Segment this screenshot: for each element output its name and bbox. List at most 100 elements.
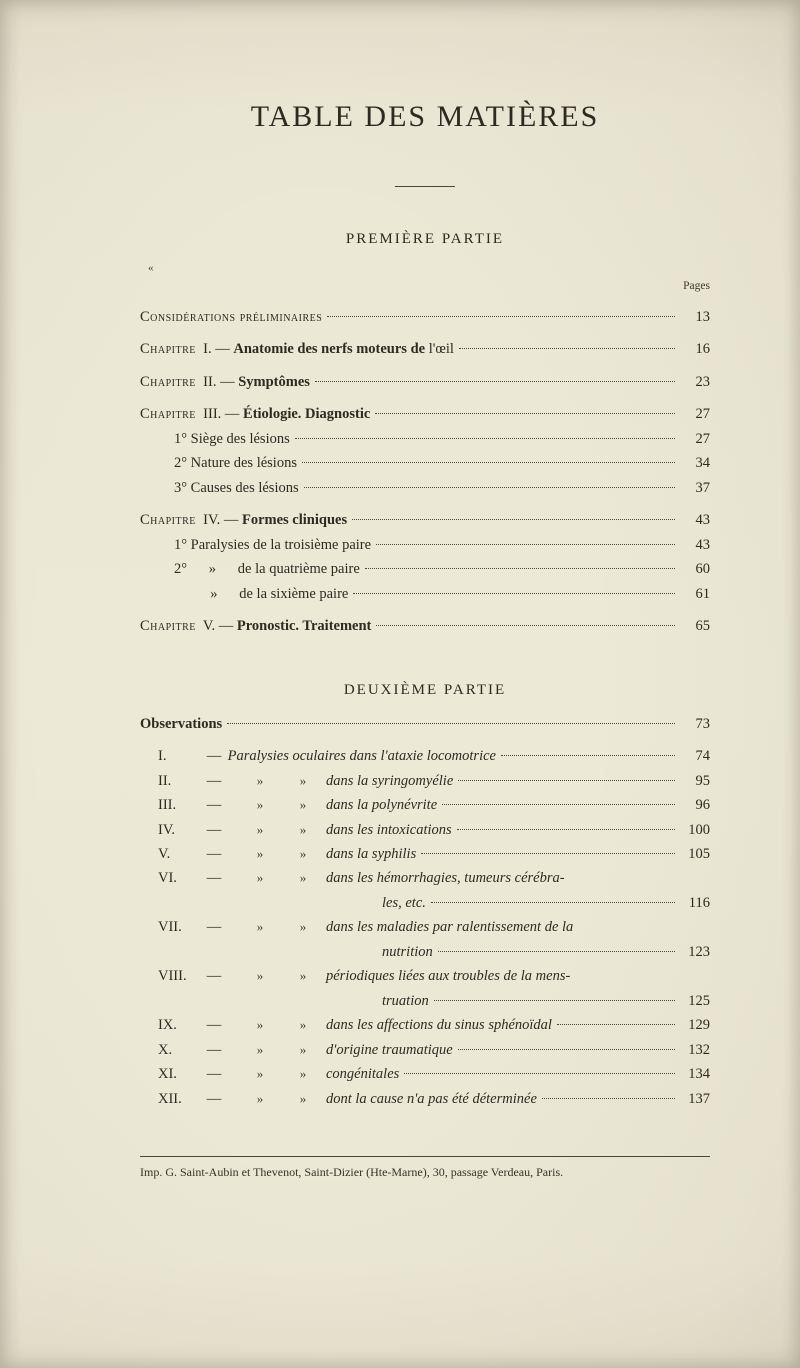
dash: — — [204, 843, 224, 865]
ditto-mark: » — [296, 771, 310, 791]
leaders — [315, 381, 675, 382]
toc-label: dans la polynévrite — [310, 794, 437, 816]
toc-label: Chapitre I. — Anatomie des nerfs moteurs… — [140, 338, 454, 360]
page-number: 37 — [680, 477, 710, 499]
toc-row: les, etc. 116 — [140, 892, 710, 914]
toc-row: Chapitre IV. — Formes cliniques43 — [140, 509, 710, 531]
section-mark: « — [148, 262, 710, 274]
leaders — [376, 625, 675, 626]
leaders — [501, 755, 675, 756]
ditto-mark: » — [224, 844, 296, 864]
toc-label: dans la syringomyélie — [310, 770, 453, 792]
page-number: 61 — [680, 583, 710, 605]
page-number: 134 — [680, 1063, 710, 1085]
page-number: 16 — [680, 338, 710, 360]
ditto-mark: » — [296, 1064, 310, 1084]
toc-row: IV.—»»dans les intoxications100 — [140, 819, 710, 841]
toc-row: II.—»»dans la syringomyélie95 — [140, 770, 710, 792]
pages-column-head: Pages — [140, 280, 710, 292]
toc-label: Chapitre III. — Étiologie. Diagnostic — [140, 403, 370, 425]
page-number: 65 — [680, 615, 710, 637]
toc-label: dans les intoxications — [310, 819, 452, 841]
page-number: 74 — [680, 745, 710, 767]
dash: — — [204, 1063, 224, 1085]
toc-label: Chapitre V. — Pronostic. Traitement — [140, 615, 371, 637]
toc-label: 2° » de la quatrième paire — [174, 558, 360, 580]
toc-label: dans la syphilis — [310, 843, 416, 865]
page-number: 23 — [680, 371, 710, 393]
page: TABLE DES MATIÈRES PREMIÈRE PARTIE « Pag… — [0, 0, 800, 1368]
toc-label: congénitales — [310, 1063, 399, 1085]
obs-roman: V. — [158, 843, 204, 865]
leaders — [438, 951, 675, 952]
obs-roman: III. — [158, 794, 204, 816]
ditto-mark: » — [296, 1040, 310, 1060]
ditto-mark: » — [296, 820, 310, 840]
toc-row: Chapitre II. — Symptômes23 — [140, 371, 710, 393]
part2-heading: DEUXIÈME PARTIE — [140, 682, 710, 699]
leaders — [459, 348, 675, 349]
ditto-mark: » — [224, 1064, 296, 1084]
toc-row: 1° Siège des lésions27 — [140, 428, 710, 450]
page-number: 96 — [680, 794, 710, 816]
leaders — [442, 804, 675, 805]
leaders — [295, 438, 675, 439]
toc-row: IX.—»»dans les affections du sinus sphén… — [140, 1014, 710, 1036]
leaders — [431, 902, 675, 903]
leaders — [352, 519, 675, 520]
toc-label: 1° Siège des lésions — [174, 428, 290, 450]
toc-row: Chapitre I. — Anatomie des nerfs moteurs… — [140, 338, 710, 360]
toc-row: nutrition123 — [140, 941, 710, 963]
leaders — [404, 1073, 675, 1074]
toc-row: XII.—»»dont la cause n'a pas été détermi… — [140, 1088, 710, 1110]
toc-label: dans les affections du sinus sphénoïdal — [310, 1014, 552, 1036]
toc-row: 1° Paralysies de la troisième paire43 — [140, 534, 710, 556]
page-number: 125 — [680, 990, 710, 1012]
dash: — — [204, 965, 224, 987]
ditto-mark: » — [296, 795, 310, 815]
toc-label: périodiques liées aux troubles de la men… — [310, 965, 570, 987]
toc-row: 3° Causes des lésions37 — [140, 477, 710, 499]
obs-roman: IX. — [158, 1014, 204, 1036]
ditto-mark: » — [224, 1015, 296, 1035]
ditto-mark: » — [296, 1015, 310, 1035]
toc-label: dont la cause n'a pas été déterminée — [310, 1088, 537, 1110]
leaders — [302, 462, 675, 463]
toc-row: 2° Nature des lésions 34 — [140, 452, 710, 474]
toc-label: dans les maladies par ralentissement de … — [310, 916, 573, 938]
dash: — — [204, 1088, 224, 1110]
leaders — [421, 853, 675, 854]
page-number: 137 — [680, 1088, 710, 1110]
page-number: 73 — [680, 713, 710, 735]
leaders — [365, 568, 675, 569]
dash: — — [204, 1014, 224, 1036]
dash: — — [204, 745, 224, 767]
toc-label: Paralysies oculaires dans l'ataxie locom… — [224, 745, 496, 767]
toc-row: Chapitre III. — Étiologie. Diagnostic27 — [140, 403, 710, 425]
toc-row: VIII.—»»périodiques liées aux troubles d… — [140, 965, 710, 987]
page-number: 116 — [680, 892, 710, 914]
leaders — [458, 780, 675, 781]
toc-label: Chapitre IV. — Formes cliniques — [140, 509, 347, 531]
observations-label: Observations — [140, 713, 222, 735]
page-number: 95 — [680, 770, 710, 792]
toc-row: III.—»»dans la polynévrite96 — [140, 794, 710, 816]
obs-roman: II. — [158, 770, 204, 792]
toc-label: » de la sixième paire — [174, 583, 348, 605]
dash: — — [204, 770, 224, 792]
toc-row: VI.—»»dans les hémorrhagies, tumeurs cér… — [140, 867, 710, 889]
leaders — [457, 829, 675, 830]
toc-label: Considérations préliminaires — [140, 306, 322, 328]
dash: — — [204, 794, 224, 816]
ditto-mark: » — [224, 966, 296, 986]
ditto-mark: » — [296, 917, 310, 937]
toc-label: les, etc. — [158, 892, 426, 914]
ditto-mark: » — [296, 844, 310, 864]
toc-row: » de la sixième paire 61 — [140, 583, 710, 605]
page-number: 34 — [680, 452, 710, 474]
leaders — [434, 1000, 675, 1001]
ditto-mark: » — [224, 820, 296, 840]
ditto-mark: » — [224, 917, 296, 937]
obs-roman: VI. — [158, 867, 204, 889]
toc-label: 2° Nature des lésions — [174, 452, 297, 474]
